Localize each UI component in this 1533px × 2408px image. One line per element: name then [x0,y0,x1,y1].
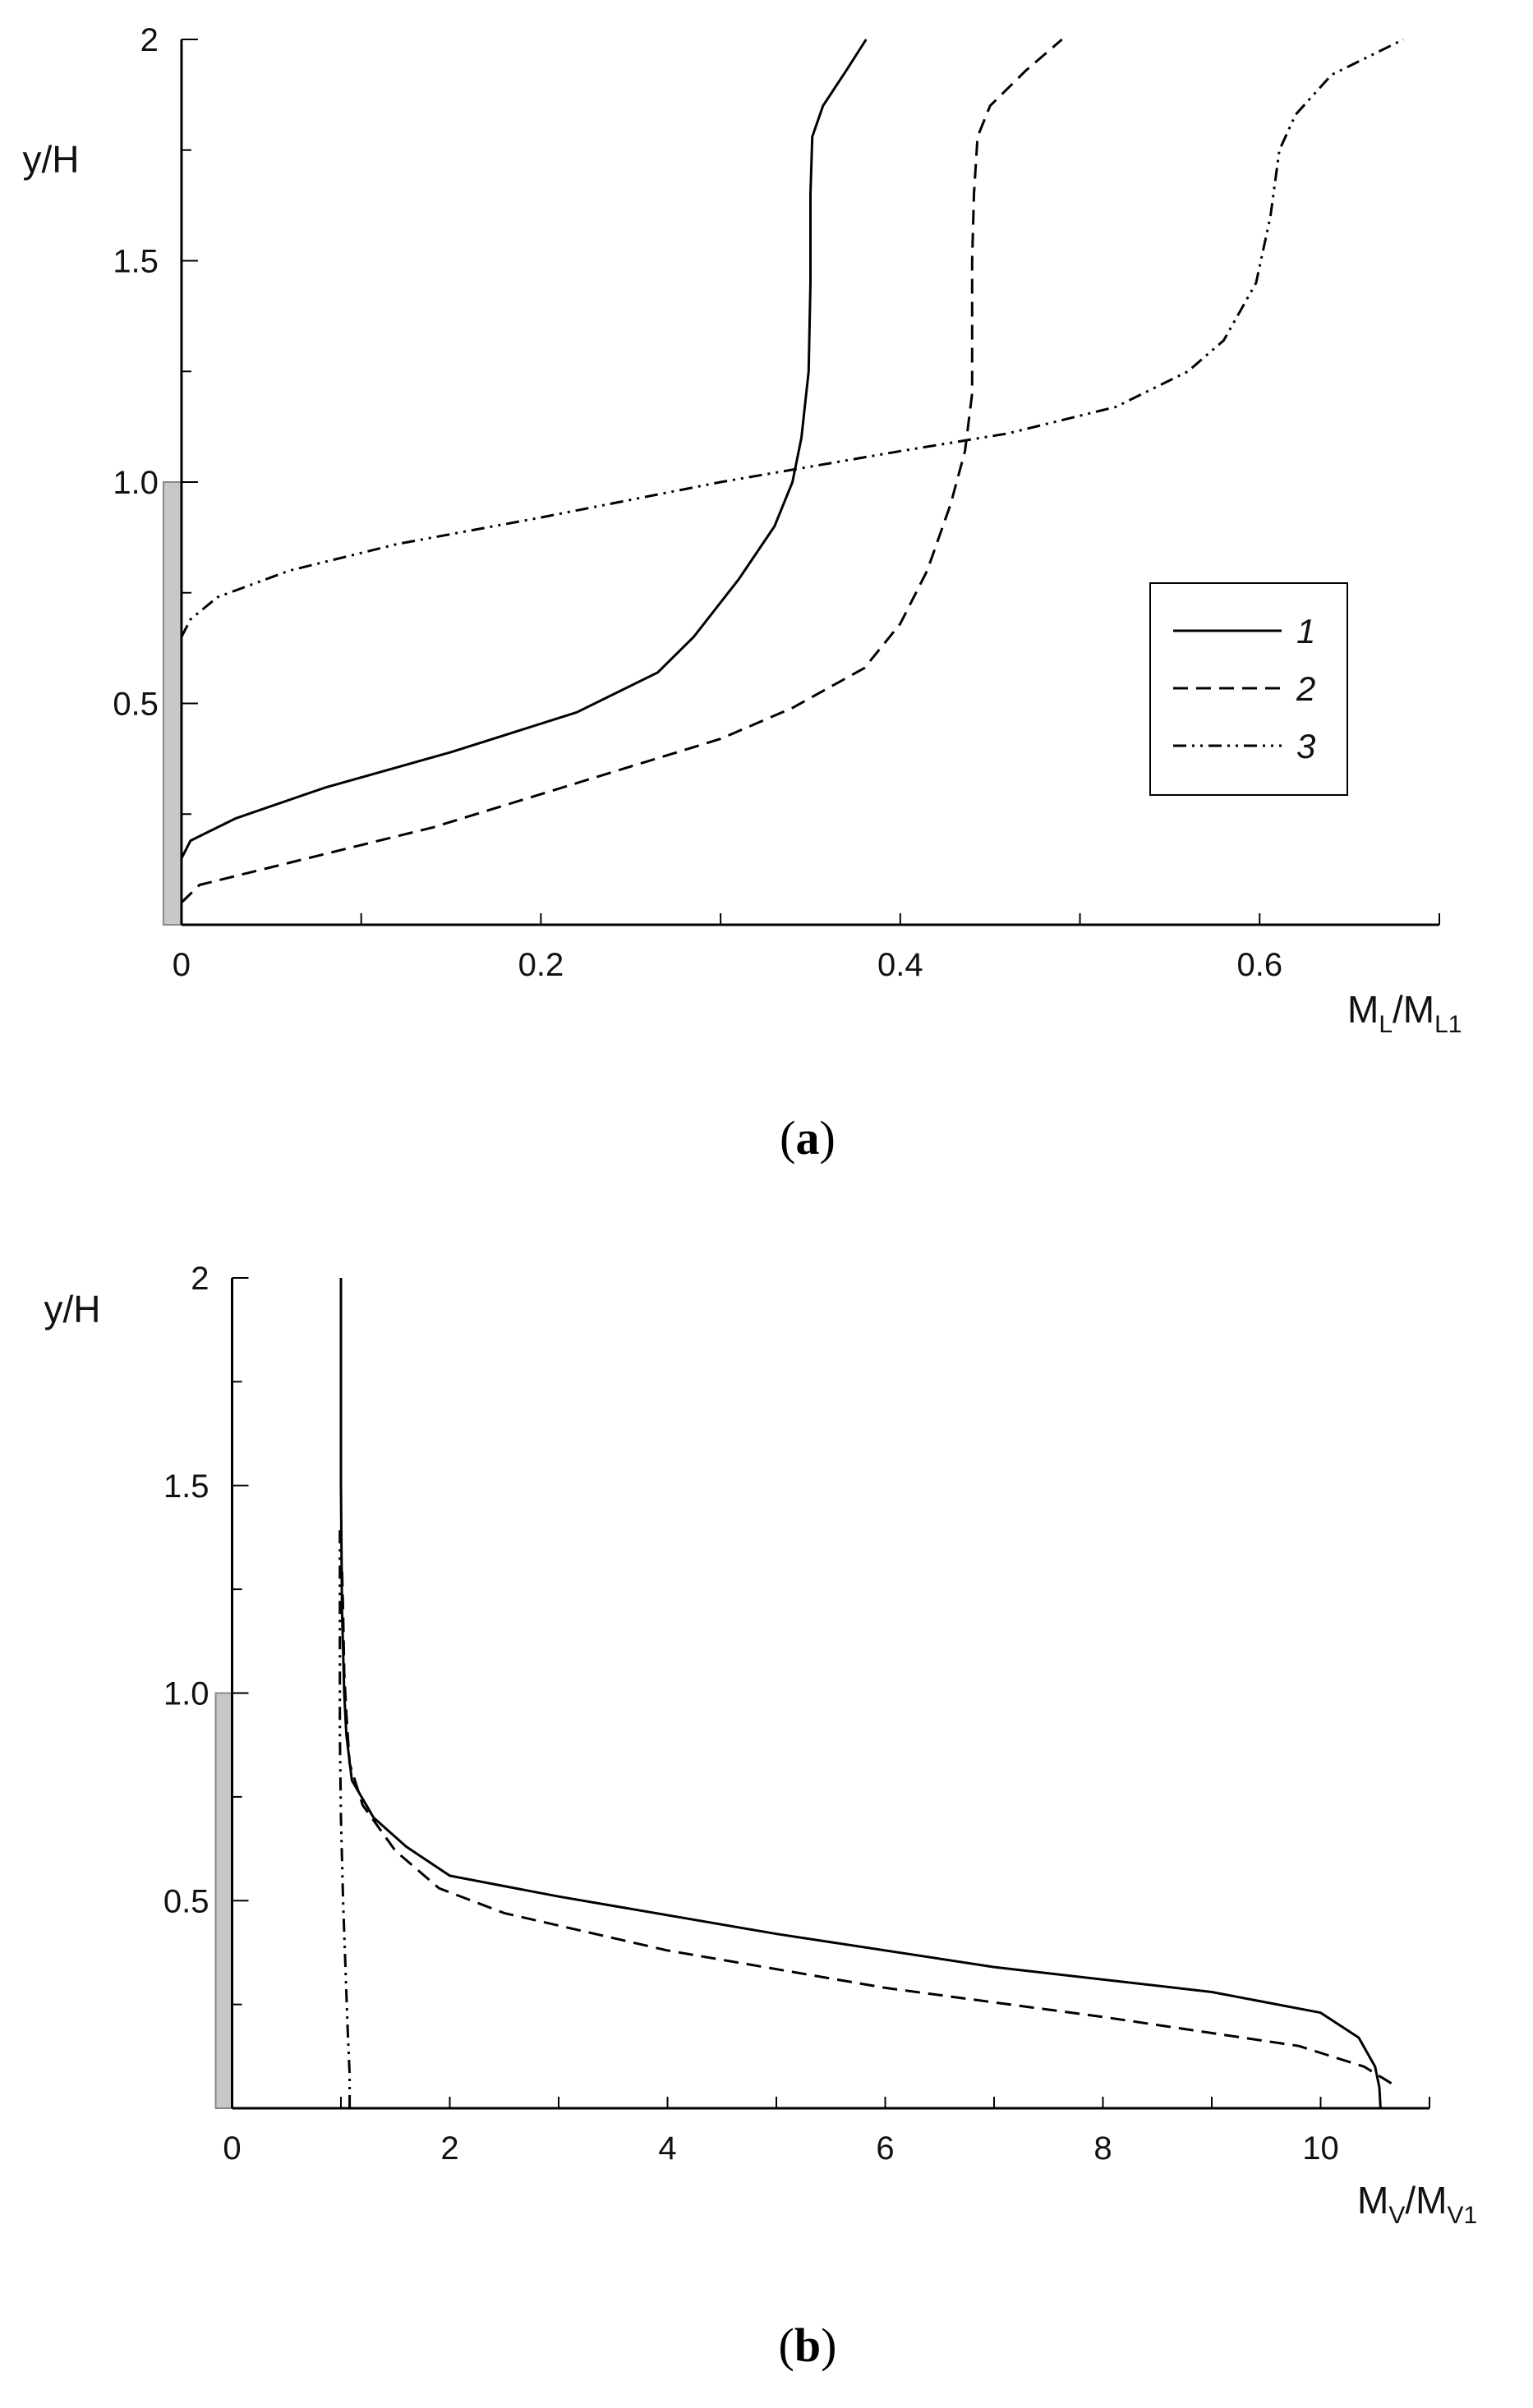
chart-panel-b: 0.5 1.0 1.5 2 0 2 4 6 8 10 y/H MV/MV1 (b) [44,1261,1478,2372]
x-tick-label: 8 [1093,2130,1112,2167]
legend-label-3: 3 [1296,727,1315,765]
x-tick-label: 0 [173,947,191,983]
y-tick-label: 1.0 [163,1676,209,1712]
legend-label-2: 2 [1296,669,1315,708]
y-axis-label: y/H [23,138,80,181]
x-tick-label: 0.2 [518,947,564,983]
chart-panel-a: 0.5 1.0 1.5 2 0 0.2 0.4 0.6 y/H ML/ML1 1 2 3 (a) [23,22,1462,1165]
y-tick-label: 1.5 [163,1468,209,1505]
x-tick-label: 0 [223,2130,241,2167]
x-tick-label: 0.4 [877,947,923,983]
y-tick-label: 0.5 [113,687,159,723]
x-axis-label: MV/MV1 [1357,2179,1477,2229]
x-tick-label: 4 [658,2130,676,2167]
y-tick-label: 0.5 [163,1883,209,1919]
x-axis-label-part: V1 [1447,2202,1477,2229]
wall-bar [214,1692,233,2109]
x-axis-label-part: L [1379,1011,1393,1038]
series-3-line [180,38,1404,638]
y-tick-label: 1.5 [113,244,159,280]
x-axis-label: ML/ML1 [1347,988,1462,1038]
x-tick-label: 0.6 [1236,947,1282,983]
wall-bar [162,481,182,926]
legend: 1 2 3 [1149,582,1348,796]
series-1-line [180,39,868,859]
series-2-line [340,1568,1393,2084]
y-tick-label: 2 [191,1261,209,1297]
panel-label-letter: a [796,1111,820,1165]
x-axis-label-part: /M [1393,988,1434,1031]
panel-label-letter: b [794,2318,821,2372]
x-tick-label: 6 [876,2130,894,2167]
panel-label: (b) [779,2318,837,2372]
panel-label: (a) [780,1111,836,1165]
x-tick-label: 10 [1302,2130,1339,2167]
series-2-line [180,38,1063,904]
series-1-line [339,1278,1382,2109]
y-axis-label: y/H [44,1288,101,1330]
x-axis-label-part: V [1388,2202,1405,2229]
legend-label-1: 1 [1296,612,1315,650]
x-axis-label-part: /M [1405,2179,1447,2222]
y-tick-label: 1.0 [113,465,159,501]
x-axis-label-part: L1 [1434,1011,1462,1038]
series-3-line [338,1527,352,2108]
x-axis-label-part: M [1357,2179,1388,2222]
x-tick-label: 2 [440,2130,458,2167]
x-axis-label-part: M [1347,988,1379,1031]
y-tick-label: 2 [140,22,159,58]
